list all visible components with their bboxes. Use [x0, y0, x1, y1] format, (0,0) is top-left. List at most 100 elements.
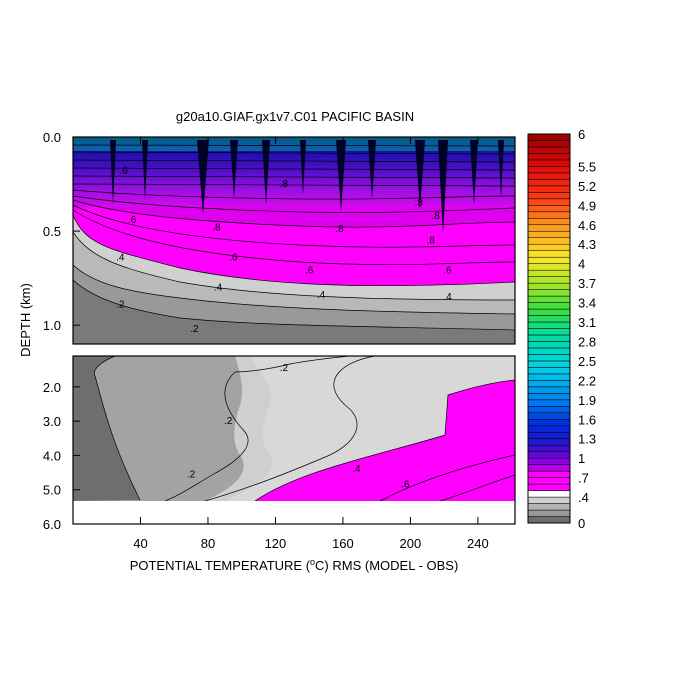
colorbar-swatch: [527, 211, 571, 219]
colorbar-swatch: [527, 399, 571, 407]
colorbar-swatch: [527, 302, 571, 310]
contour-label: .8: [432, 211, 441, 222]
colorbar-swatch: [527, 276, 571, 284]
colorbar-swatch: [527, 509, 571, 517]
colorbar-swatch: [527, 263, 571, 271]
contour-label: .4: [317, 290, 326, 301]
contour-label: .6: [229, 252, 238, 263]
chart-title: g20a10.GIAF.gx1v7.C01 PACIFIC BASIN: [176, 109, 414, 124]
y-tick-label: 6.0: [43, 517, 61, 532]
contour-label: .8: [415, 198, 424, 209]
upper-panel-frame: [72, 136, 516, 345]
colorbar-swatch: [527, 243, 571, 251]
upper-contour-labels: .4 .2 .2 .4 .6 .6 .6 .4 .4 .6 .8 .8 .8 .8 .8 .6 .8: [116, 166, 452, 335]
lower-contour-labels: .2 .2 .2 .4 .6: [187, 363, 410, 491]
colorbar-label: 6: [578, 127, 585, 142]
colorbar-swatch: [527, 218, 571, 226]
colorbar-swatch: [527, 289, 571, 297]
contour-label: .4: [443, 292, 452, 303]
colorbar-swatch: [527, 380, 571, 388]
contour-label: .4: [214, 283, 223, 294]
colorbar-frame: [527, 133, 571, 524]
colorbar-swatch: [527, 133, 571, 141]
colorbar-swatch: [527, 308, 571, 316]
colorbar-swatch: [527, 315, 571, 323]
y-tick-label: 3.0: [43, 414, 61, 429]
contour-label: .2: [190, 324, 199, 335]
colorbar-swatch: [527, 354, 571, 362]
x-tick-label: 40: [133, 536, 147, 551]
colorbar-swatch: [527, 347, 571, 355]
fill-dark-left: [73, 356, 140, 501]
colorbar-swatch: [527, 224, 571, 232]
contour-label: .2: [187, 469, 196, 480]
x-tick-label: 200: [400, 536, 422, 551]
colorbar-label: 2.2: [578, 373, 596, 388]
colorbar-swatch: [527, 269, 571, 277]
colorbar-swatch: [527, 386, 571, 394]
colorbar-label: 4: [578, 257, 585, 272]
y-tick-label: 4.0: [43, 448, 61, 463]
colorbar-label: .4: [578, 490, 589, 505]
colorbar-swatch: [527, 393, 571, 401]
y-tick-label: 0.0: [43, 130, 61, 145]
colorbar-label: 1.6: [578, 412, 596, 427]
upper-panel: .4 .2 .2 .4 .6 .6 .6 .4 .4 .6 .8 .8 .8 .8 .8 .6 .8: [73, 137, 515, 344]
colorbar-swatch: [527, 490, 571, 498]
colorbar-swatch: [527, 231, 571, 238]
contour-label: .2: [224, 416, 233, 427]
colorbar-label: 5.2: [578, 179, 596, 194]
colorbar-swatch: [527, 250, 571, 258]
x-tick-label: 80: [201, 536, 215, 551]
colorbar-label: 4.9: [578, 198, 596, 213]
lower-panel-frame: [72, 355, 516, 525]
contour-label: .4: [116, 252, 125, 263]
colorbar-label: 3.4: [578, 296, 596, 311]
contour-label: .8: [335, 224, 344, 235]
colorbar-label: 1.3: [578, 432, 596, 447]
x-axis-label-prefix: POTENTIAL TEMPERATURE (: [130, 558, 311, 573]
colorbar-swatch: [527, 496, 571, 504]
colorbar-swatch: [527, 237, 571, 245]
colorbar: 6 5.5 5.2 4.9 4.6 4.3 4 3.7 3.4 3.1 2.8 2.5 2.2 1.9 1.…: [527, 127, 596, 531]
colorbar-swatch: [527, 412, 571, 420]
colorbar-swatch: [527, 198, 571, 206]
contour-label: .8: [426, 236, 435, 247]
colorbar-swatch: [527, 295, 571, 303]
colorbar-swatch: [527, 140, 571, 148]
colorbar-swatch: [527, 334, 571, 342]
colorbar-label: 2.5: [578, 354, 596, 369]
colorbar-swatch: [527, 166, 571, 174]
colorbar-swatch: [527, 464, 571, 472]
colorbar-label: 1.9: [578, 393, 596, 408]
y-tick-label: 2.0: [43, 380, 61, 395]
colorbar-label: 1: [578, 451, 585, 466]
colorbar-label: 4.6: [578, 218, 596, 233]
axis-ticks: 40 80 120 160 200 240 0.0 0.5 1.0 2.0 3.0 4.0 5.0 6.0: [43, 130, 489, 551]
contour-label: .6: [443, 266, 452, 277]
x-tick-label: 240: [467, 536, 489, 551]
y-tick-label: 0.5: [43, 224, 61, 239]
x-axis-label-unit: o: [310, 557, 315, 567]
colorbar-swatch: [527, 328, 571, 336]
colorbar-swatch: [527, 360, 571, 368]
colorbar-swatch: [527, 179, 571, 187]
contour-label: .8: [212, 222, 221, 233]
colorbar-label: .7: [578, 471, 589, 486]
colorbar-swatch: [527, 159, 571, 167]
fill-level-0.6-lower: [255, 380, 515, 501]
colorbar-swatch: [527, 425, 571, 433]
colorbar-swatch: [527, 321, 571, 329]
colorbar-swatch: [527, 419, 571, 426]
y-tick-label: 5.0: [43, 483, 61, 498]
fill-level-surface: [73, 137, 515, 151]
contour-lines-upper: [73, 144, 515, 331]
colorbar-swatch: [527, 444, 571, 452]
x-tick-label: 160: [332, 536, 354, 551]
contour-label: .2: [116, 299, 125, 310]
colorbar-label: 5.5: [578, 159, 596, 174]
contour-label: .6: [119, 166, 128, 177]
colorbar-label: 3.7: [578, 276, 596, 291]
contour-label: .6: [401, 480, 410, 491]
